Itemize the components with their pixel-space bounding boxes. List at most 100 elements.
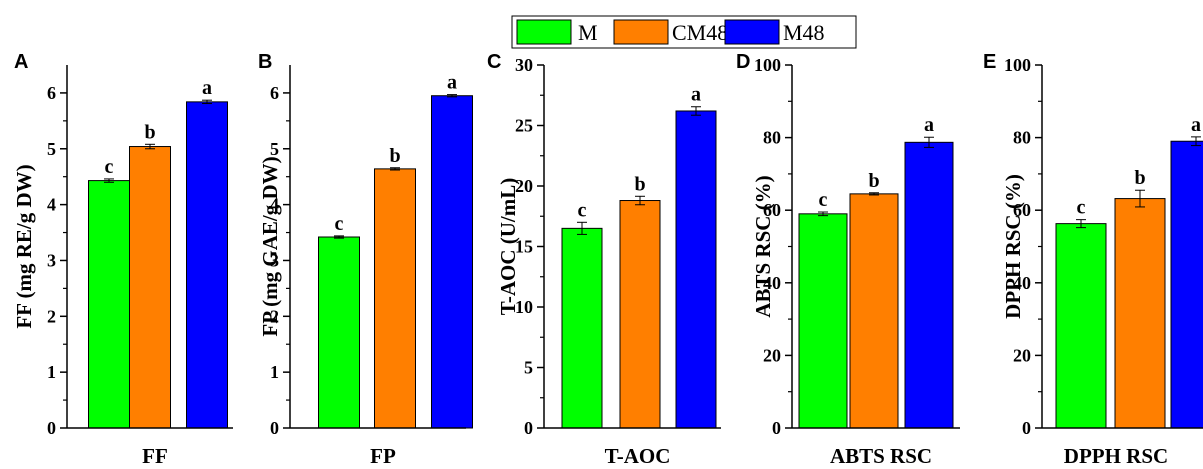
- significance-letter-m: c: [578, 199, 587, 221]
- error-bar-m: [577, 221, 587, 235]
- y-tick-label: 30: [515, 55, 533, 75]
- error-bar-m: [334, 235, 344, 239]
- error-bar-m48: [924, 136, 934, 148]
- y-tick-label: 2: [270, 306, 279, 326]
- y-tick-label: 3: [47, 250, 56, 270]
- y-tick-label: 80: [1013, 128, 1031, 148]
- bar-cm48: [129, 146, 171, 429]
- bar-m: [798, 213, 848, 429]
- y-tick-label: 5: [270, 139, 279, 159]
- x-axis-label: FP: [370, 444, 396, 468]
- y-tick-label: 4: [270, 195, 279, 215]
- error-bar-cm48: [635, 195, 645, 206]
- legend-swatch-m: [516, 19, 572, 45]
- y-tick-label: 0: [524, 418, 533, 438]
- error-bar-m: [818, 211, 828, 217]
- legend: M CM48 M48: [511, 15, 857, 49]
- significance-letter-m: c: [105, 156, 114, 178]
- y-tick-label: 60: [763, 200, 781, 220]
- y-tick-label: 5: [524, 358, 533, 378]
- y-tick-label: 40: [763, 273, 781, 293]
- panel-b: Bc b a 0 1 2 3 4 5 6 FP (mg GAE/g DW) FP: [258, 51, 473, 468]
- significance-letter-m48: a: [1191, 114, 1201, 136]
- panel-a: Ac b a 0 1 2 3 4 5 6 FF (mg RE/g DW) FF: [12, 51, 233, 468]
- error-bar-m: [104, 178, 114, 183]
- panel-letter: E: [983, 51, 996, 73]
- significance-letter-cm48: b: [868, 170, 879, 192]
- significance-letter-cm48: b: [144, 121, 155, 143]
- y-tick-label: 100: [1004, 55, 1031, 75]
- bar-m48: [186, 101, 228, 429]
- error-bar-m48: [447, 94, 457, 98]
- bar-m: [561, 227, 603, 429]
- y-tick-label: 4: [47, 195, 56, 215]
- y-tick-label: 15: [515, 237, 533, 257]
- panel-c: Cc b a 0 5 10 15 20 25 30 T-AOC (U/mL) T-AOC: [487, 51, 721, 468]
- bar-cm48: [619, 200, 661, 429]
- legend-swatch-m48: [724, 19, 780, 45]
- panel-letter: B: [258, 51, 272, 73]
- y-tick-label: 3: [270, 250, 279, 270]
- bar-cm48: [1114, 198, 1166, 429]
- error-bar-cm48: [145, 143, 155, 150]
- y-tick-label: 5: [47, 139, 56, 159]
- bar-m: [318, 236, 360, 429]
- panel-e: Ec b a 0 20 40 60 80 100 DPPH RSC (%) DPPH RSC: [983, 51, 1203, 468]
- significance-letter-m48: a: [447, 72, 457, 94]
- bar-m: [1055, 223, 1107, 429]
- bar-cm48: [849, 193, 899, 429]
- y-tick-label: 25: [515, 116, 533, 136]
- y-tick-label: 1: [270, 362, 279, 382]
- error-bar-m: [1076, 219, 1086, 229]
- bar-m48: [904, 141, 954, 429]
- significance-letter-cm48: b: [634, 173, 645, 195]
- y-tick-label: 0: [270, 418, 279, 438]
- legend-swatch-cm48: [613, 19, 669, 45]
- significance-letter-m48: a: [691, 84, 701, 106]
- y-tick-label: 1: [47, 362, 56, 382]
- significance-letter-m: c: [335, 213, 344, 235]
- bar-m48: [1170, 140, 1203, 429]
- legend-label-m48: M48: [783, 20, 825, 45]
- panel-letter: A: [14, 51, 28, 73]
- y-axis-label: FF (mg RE/g DW): [12, 164, 36, 328]
- y-axis-label: ABTS RSC (%): [751, 175, 775, 317]
- x-axis-label: FF: [142, 444, 168, 468]
- y-tick-label: 40: [1013, 273, 1031, 293]
- y-tick-label: 0: [772, 418, 781, 438]
- significance-letter-m48: a: [924, 114, 934, 136]
- y-tick-label: 60: [1013, 200, 1031, 220]
- error-bar-cm48: [1135, 189, 1145, 208]
- y-axis-label: T-AOC (U/mL): [496, 178, 520, 315]
- y-tick-label: 2: [47, 306, 56, 326]
- y-tick-label: 100: [754, 55, 781, 75]
- legend-items: M CM48 M48: [516, 19, 825, 45]
- significance-letter-m: c: [1077, 197, 1086, 219]
- error-bar-m48: [202, 99, 212, 105]
- x-axis-label: ABTS RSC: [830, 444, 932, 468]
- significance-letter-m48: a: [202, 77, 212, 99]
- error-bar-m48: [1191, 136, 1201, 147]
- x-axis-label: T-AOC: [605, 444, 671, 468]
- error-bar-cm48: [869, 192, 879, 196]
- y-tick-label: 10: [515, 297, 533, 317]
- significance-letter-cm48: b: [389, 145, 400, 167]
- bar-m48: [675, 110, 717, 429]
- y-axis-label: FP (mg GAE/g DW): [258, 156, 282, 336]
- y-tick-label: 0: [1022, 418, 1031, 438]
- significance-letter-m: c: [819, 189, 828, 211]
- error-bar-m48: [691, 106, 701, 116]
- panel-letter: C: [487, 51, 501, 73]
- panel-letter: D: [736, 51, 750, 73]
- significance-letter-cm48: b: [1134, 167, 1145, 189]
- y-tick-label: 20: [763, 345, 781, 365]
- bar-m48: [431, 95, 473, 429]
- y-tick-label: 0: [47, 418, 56, 438]
- legend-label-cm48: CM48: [672, 20, 728, 45]
- y-tick-label: 6: [270, 83, 279, 103]
- bar-m: [88, 180, 130, 429]
- y-tick-label: 20: [1013, 345, 1031, 365]
- chart-panels: Ac b a 0 1 2 3 4 5 6 FF (mg RE/g DW) FF Bc b a 0 1 2 3 4 5 6 F…: [12, 51, 1203, 468]
- legend-label-m: M: [578, 20, 598, 45]
